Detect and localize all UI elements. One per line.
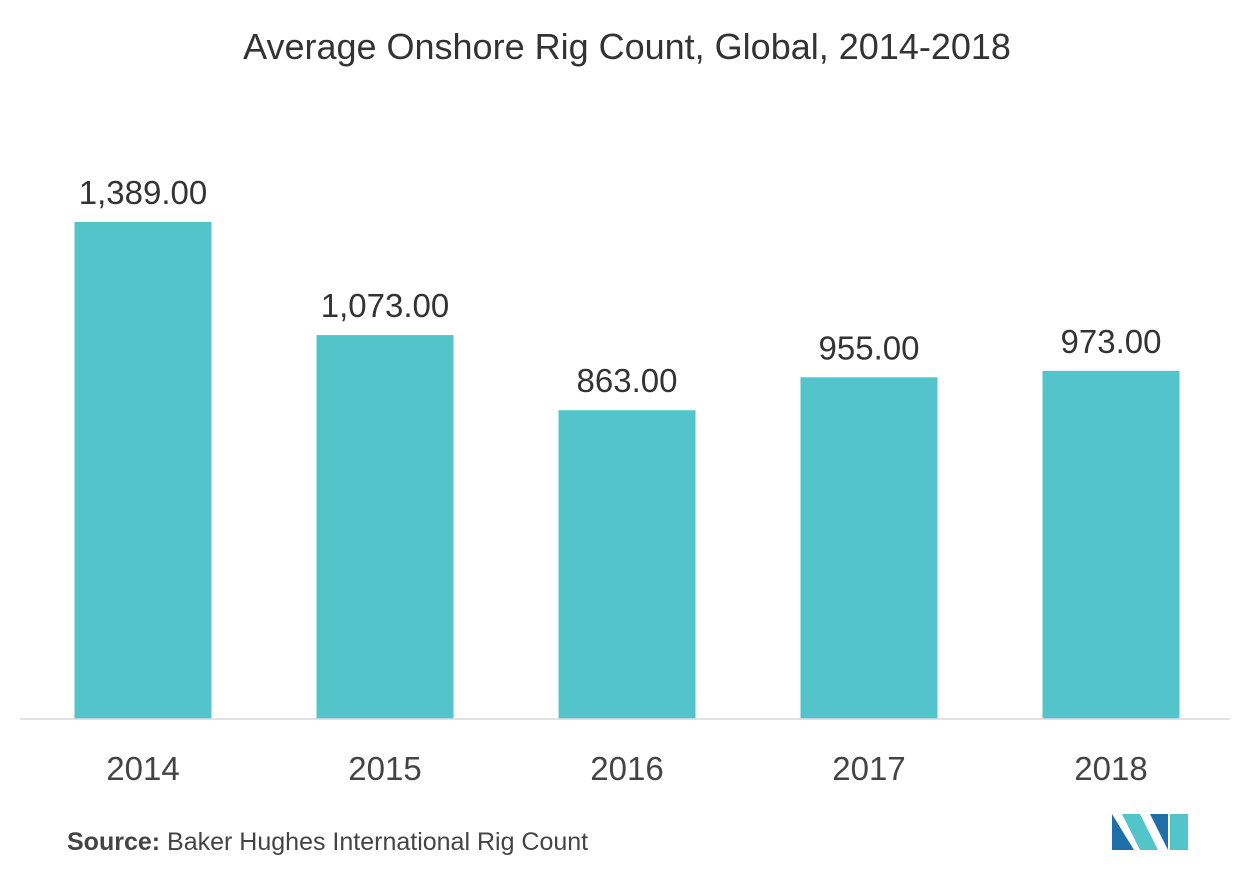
bar-2017	[800, 377, 938, 719]
value-label-2017: 955.00	[819, 329, 920, 366]
logo-shape-right-accent	[1170, 814, 1188, 850]
source-text: Baker Hughes International Rig Count	[167, 828, 589, 856]
x-tick-label-2018: 2018	[1074, 750, 1147, 787]
x-tick-label-2015: 2015	[348, 750, 421, 787]
value-label-2014: 1,389.00	[79, 174, 207, 211]
value-label-2016: 863.00	[577, 362, 678, 399]
value-labels-group: 1,389.00 1,073.00 863.00 955.00 973.00	[79, 174, 1162, 399]
source-label: Source:	[67, 828, 161, 856]
bars-group	[74, 222, 1180, 719]
bar-2016	[558, 410, 696, 719]
chart-title: Average Onshore Rig Count, Global, 2014-…	[243, 26, 1011, 67]
logo-shape-left	[1112, 814, 1134, 850]
bar-2018	[1042, 370, 1180, 719]
value-label-2018: 973.00	[1061, 323, 1162, 360]
mordor-intelligence-logo-icon	[1112, 814, 1188, 850]
x-tick-label-2016: 2016	[590, 750, 663, 787]
x-tick-labels-group: 2014 2015 2016 2017 2018	[106, 750, 1147, 787]
logo-shape-mid	[1122, 814, 1158, 850]
logo-shape-right	[1150, 814, 1168, 850]
x-tick-label-2014: 2014	[106, 750, 179, 787]
bar-2015	[316, 335, 454, 719]
bar-2014	[74, 222, 212, 719]
value-label-2015: 1,073.00	[321, 287, 449, 324]
x-tick-label-2017: 2017	[832, 750, 905, 787]
source-note: Source: Baker Hughes International Rig C…	[67, 828, 588, 857]
